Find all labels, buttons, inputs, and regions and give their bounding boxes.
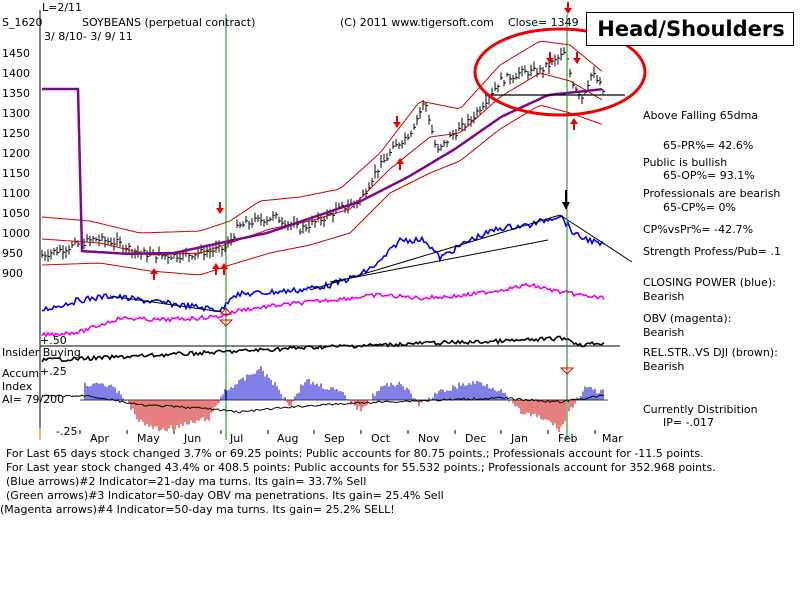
- y-tick-label: 1450: [2, 47, 30, 60]
- signal-triangle: [219, 307, 233, 315]
- y-tick-label: 1250: [2, 127, 30, 140]
- lscale-label: L=2/11: [42, 1, 83, 14]
- plus50-label: +.50: [40, 334, 67, 347]
- y-tick-label: 900: [2, 267, 23, 280]
- y-tick-label: 950: [2, 247, 23, 260]
- mid-band: [41, 72, 603, 256]
- cp-trendline-2: [309, 214, 561, 291]
- accum-ma: [42, 394, 605, 414]
- side-ip: IP= -.017: [663, 416, 715, 429]
- side-closing-power: CLOSING POWER (blue):: [643, 276, 776, 289]
- relstr-line: [41, 335, 605, 363]
- side-public: Public is bullish: [643, 156, 728, 169]
- y-tick-label: 1050: [2, 207, 30, 220]
- cp-trendline-4: [109, 295, 223, 313]
- month-label: Dec: [465, 432, 486, 445]
- lower-band: [41, 104, 603, 276]
- footer-line-4: (Green arrows)#3 Indicator=50-day OBV ma…: [6, 489, 444, 502]
- month-label: Nov: [418, 432, 440, 445]
- month-label: Aug: [277, 432, 298, 445]
- ma65-line: [42, 87, 603, 255]
- footer-line-2: For Last year stock changed 43.4% or 408…: [6, 461, 716, 474]
- month-label: Feb: [558, 432, 577, 445]
- insider-label: Insider Buying: [2, 346, 81, 359]
- ai-label: AI= 79/200: [2, 393, 65, 406]
- price-axis: 1450 1400 1350 1300 1250 1200 1150 1100 1050 1000…: [2, 10, 41, 440]
- plus25-label: +.25: [40, 365, 67, 378]
- month-axis: Apr May Jun Jul Aug Sep Oct Nov Dec Jan Feb Mar: [79, 430, 623, 445]
- daterange-label: 3/ 8/10- 3/ 9/ 11: [44, 30, 133, 43]
- accum-label: Accum: [2, 367, 40, 380]
- month-label: Jul: [229, 432, 243, 445]
- side-pr: 65-PR%= 42.6%: [663, 139, 754, 152]
- side-relstr: REL.STR..VS DJI (brown):: [643, 346, 778, 359]
- side-distribution: Currently Distribition: [643, 403, 758, 416]
- side-cp: 65-CP%= 0%: [663, 201, 736, 214]
- buy-arrow-head: [570, 118, 578, 124]
- cp-arrow-head: [562, 202, 570, 210]
- side-relstr-status: Bearish: [643, 360, 685, 373]
- buy-arrow-head: [212, 263, 220, 269]
- sell-arrow-head: [216, 208, 224, 214]
- y-tick-label: 1150: [2, 167, 30, 180]
- signal-markers: [39, 2, 647, 440]
- head-shoulders-box: Head/Shoulders: [586, 12, 794, 46]
- buy-arrow-head: [150, 268, 158, 274]
- month-label: May: [137, 432, 160, 445]
- y-tick-label: 1100: [2, 187, 30, 200]
- side-cp-status: Bearish: [643, 290, 685, 303]
- side-obv-status: Bearish: [643, 326, 685, 339]
- sell-arrow-head: [573, 58, 581, 64]
- signal-triangle: [218, 319, 234, 327]
- y-tick-label: 1200: [2, 147, 30, 160]
- accum-histogram: [42, 366, 608, 433]
- side-above-ma: Above Falling 65dma: [643, 109, 759, 122]
- closing-power-line: [41, 215, 605, 313]
- footer-line-1: For Last 65 days stock changed 3.7% or 6…: [6, 447, 704, 460]
- minus25-label: -.25: [56, 425, 78, 438]
- y-tick-label: 1300: [2, 107, 30, 120]
- side-obv: OBV (magenta):: [643, 312, 732, 325]
- month-label: Jun: [183, 432, 201, 445]
- sell-arrow-head: [546, 58, 554, 64]
- footer-line-3: (Blue arrows)#2 Indicator=21-day ma turn…: [6, 475, 367, 488]
- side-pros: Professionals are bearish: [643, 187, 781, 200]
- close-label: Close= 1349: [508, 16, 579, 29]
- side-op: 65-OP%= 93.1%: [663, 169, 755, 182]
- side-strength: Strength Profess/Pub= .1: [643, 245, 781, 258]
- head-shoulders-circle: [473, 27, 647, 117]
- sell-arrow-head: [393, 122, 401, 128]
- obv-line: [41, 282, 605, 338]
- month-label: Apr: [90, 432, 110, 445]
- buy-arrow-head: [220, 263, 228, 269]
- month-label: Oct: [371, 432, 391, 445]
- name-label: SOYBEANS (perpetual contract): [82, 16, 256, 29]
- month-label: Sep: [324, 432, 345, 445]
- copyright-label: (C) 2011 www.tigersoft.com: [340, 16, 494, 29]
- y-tick-label: 1000: [2, 227, 30, 240]
- index-label: Index: [2, 380, 33, 393]
- y-tick-label: 1350: [2, 87, 30, 100]
- cp-trendline-3: [559, 214, 633, 263]
- upper-band: [41, 40, 603, 234]
- month-label: Mar: [602, 432, 623, 445]
- signal-triangle: [559, 367, 575, 375]
- side-cpvspr: CP%vsPr%= -42.7%: [643, 223, 754, 236]
- sell-arrow-head: [564, 8, 572, 14]
- trading-bands: [41, 40, 625, 276]
- buy-arrow-head: [396, 158, 404, 164]
- y-tick-label: 1400: [2, 67, 30, 80]
- head-shoulders-label: Head/Shoulders: [597, 17, 785, 41]
- indicator-lines: [40, 214, 633, 363]
- symbol-label: S_1620: [2, 16, 43, 29]
- price-bars: [41, 47, 605, 264]
- footer-line-5: (Magenta arrows)#4 Indicator=50-day ma t…: [0, 503, 395, 516]
- month-label: Jan: [510, 432, 528, 445]
- cp-trendline: [329, 239, 549, 283]
